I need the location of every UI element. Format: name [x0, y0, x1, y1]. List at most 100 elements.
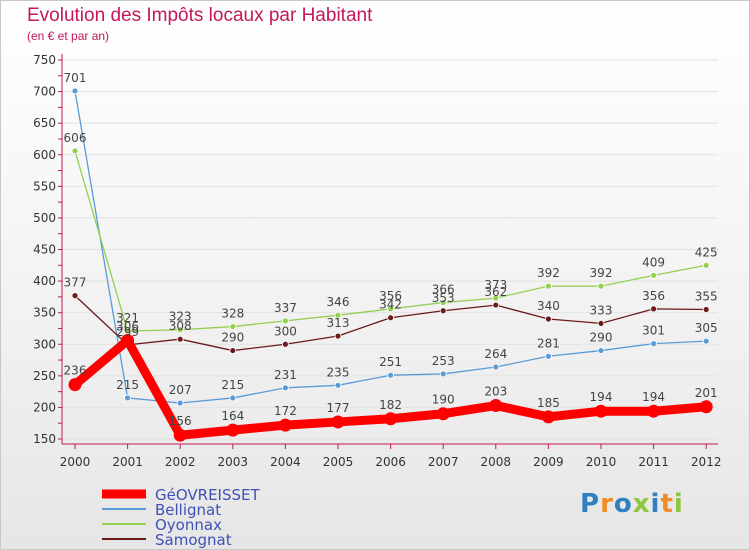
data-point-samognat-2005 — [334, 332, 342, 340]
ytick-label-350: 350 — [33, 306, 56, 320]
ytick-label-550: 550 — [33, 179, 56, 193]
ytick-label-650: 650 — [33, 116, 56, 130]
data-point-geovreisset-2006 — [384, 412, 398, 426]
ytick-label-250: 250 — [33, 369, 56, 383]
axes: 150 200 250 300 350 400 450 500 550 600 650 700 750 2… — [33, 53, 721, 469]
data-point-geovreisset-2002 — [173, 428, 187, 442]
data-point-bellignat-2009 — [545, 352, 552, 360]
data-point-samognat-2010 — [597, 320, 605, 327]
xtick-label-2001: 2001 — [112, 455, 143, 469]
data-point-samognat-2000 — [71, 292, 79, 300]
data-point-samognat-2009 — [545, 315, 552, 323]
data-point-bellignat-2012 — [702, 337, 710, 345]
data-label-geovreisset-2010: 194 — [590, 390, 613, 404]
data-label-bellignat-2003: 215 — [221, 378, 244, 392]
ytick-label-300: 300 — [33, 337, 56, 351]
data-label-oyonnax-2003: 328 — [221, 307, 244, 321]
data-label-oyonnax-2008: 373 — [484, 278, 507, 292]
data-point-bellignat-2010 — [597, 347, 605, 354]
data-label-oyonnax-2000: 606 — [64, 131, 87, 145]
data-point-bellignat-2003 — [229, 394, 237, 402]
data-point-geovreisset-2008 — [489, 399, 503, 413]
data-point-samognat-2003 — [229, 347, 237, 354]
data-point-geovreisset-2011 — [647, 404, 661, 418]
ytick-label-500: 500 — [33, 211, 56, 225]
xtick-label-2012: 2012 — [691, 455, 722, 469]
data-point-bellignat-2001 — [124, 394, 131, 402]
data-label-bellignat-2008: 264 — [484, 347, 507, 361]
data-label-bellignat-2005: 235 — [327, 365, 350, 379]
xtick-label-2008: 2008 — [481, 455, 512, 469]
data-point-samognat-2002 — [176, 335, 184, 343]
xtick-label-2002: 2002 — [165, 455, 196, 469]
proxiti-logo: Proxiti — [580, 489, 684, 519]
xtick-label-2011: 2011 — [638, 455, 669, 469]
data-point-geovreisset-2004 — [278, 418, 292, 432]
data-label-geovreisset-2006: 182 — [379, 398, 402, 412]
data-point-oyonnax-2005 — [334, 311, 342, 319]
ytick-label-700: 700 — [33, 85, 56, 99]
data-point-bellignat-2007 — [439, 370, 447, 378]
xtick-label-2010: 2010 — [586, 455, 617, 469]
data-label-samognat-2002: 308 — [169, 319, 192, 333]
xtick-label-2007: 2007 — [428, 455, 459, 469]
xtick-label-2005: 2005 — [323, 455, 354, 469]
data-label-geovreisset-2001: 306 — [116, 319, 139, 333]
data-point-bellignat-2011 — [650, 340, 657, 348]
data-label-samognat-2004: 300 — [274, 324, 297, 338]
data-point-samognat-2004 — [281, 340, 289, 348]
data-label-bellignat-2001: 215 — [116, 378, 139, 392]
data-label-oyonnax-2005: 346 — [327, 295, 350, 309]
data-label-samognat-2005: 313 — [327, 316, 350, 330]
data-point-samognat-2011 — [650, 305, 657, 313]
data-label-samognat-2003: 290 — [221, 331, 244, 345]
logo-letter: i — [673, 489, 684, 519]
data-point-samognat-2006 — [387, 314, 395, 322]
data-label-samognat-2001: 299 — [116, 325, 139, 339]
data-point-geovreisset-2007 — [436, 407, 450, 421]
xtick-label-2006: 2006 — [375, 455, 406, 469]
data-point-oyonnax-2009 — [545, 282, 552, 290]
data-label-geovreisset-2008: 203 — [484, 385, 507, 399]
data-label-oyonnax-2011: 409 — [642, 255, 665, 269]
data-point-samognat-2007 — [439, 307, 447, 315]
data-point-oyonnax-2000 — [71, 147, 79, 155]
data-point-geovreisset-2001 — [121, 333, 135, 347]
data-label-geovreisset-2002: 156 — [169, 414, 192, 428]
data-label-samognat-2011: 356 — [642, 289, 665, 303]
data-point-geovreisset-2009 — [541, 410, 555, 424]
data-label-samognat-2009: 340 — [537, 299, 560, 313]
data-label-geovreisset-2007: 190 — [432, 393, 455, 407]
data-point-oyonnax-2011 — [650, 271, 657, 279]
data-point-geovreisset-2010 — [594, 404, 608, 418]
data-label-samognat-2007: 353 — [432, 291, 455, 305]
data-label-samognat-2000: 377 — [64, 276, 87, 290]
ytick-label-200: 200 — [33, 400, 56, 414]
data-label-geovreisset-2000: 236 — [64, 364, 87, 378]
legend-label-bellignat: Bellignat — [155, 501, 221, 519]
data-point-bellignat-2004 — [281, 384, 289, 392]
xtick-label-2004: 2004 — [270, 455, 301, 469]
data-point-oyonnax-2012 — [702, 261, 710, 269]
data-label-oyonnax-2001: 321 — [116, 311, 139, 325]
data-point-oyonnax-2002 — [176, 326, 184, 334]
data-point-oyonnax-2003 — [229, 323, 237, 330]
data-point-oyonnax-2004 — [281, 317, 289, 325]
data-label-oyonnax-2010: 392 — [590, 266, 613, 280]
data-label-samognat-2010: 333 — [590, 303, 613, 317]
data-label-bellignat-2010: 290 — [590, 331, 613, 345]
data-label-bellignat-2000: 701 — [64, 71, 87, 85]
data-label-samognat-2006: 342 — [379, 298, 402, 312]
data-point-geovreisset-2012 — [699, 400, 713, 414]
series-layer — [68, 87, 713, 442]
data-label-geovreisset-2012: 201 — [695, 386, 718, 400]
data-point-oyonnax-2006 — [387, 305, 395, 313]
data-point-oyonnax-2008 — [492, 294, 500, 302]
data-point-oyonnax-2007 — [439, 299, 447, 306]
data-point-bellignat-2005 — [334, 381, 342, 389]
data-label-samognat-2008: 362 — [484, 285, 507, 299]
logo-letter: r — [600, 489, 614, 519]
logo-letter: P — [580, 489, 601, 519]
data-point-samognat-2008 — [492, 301, 500, 309]
